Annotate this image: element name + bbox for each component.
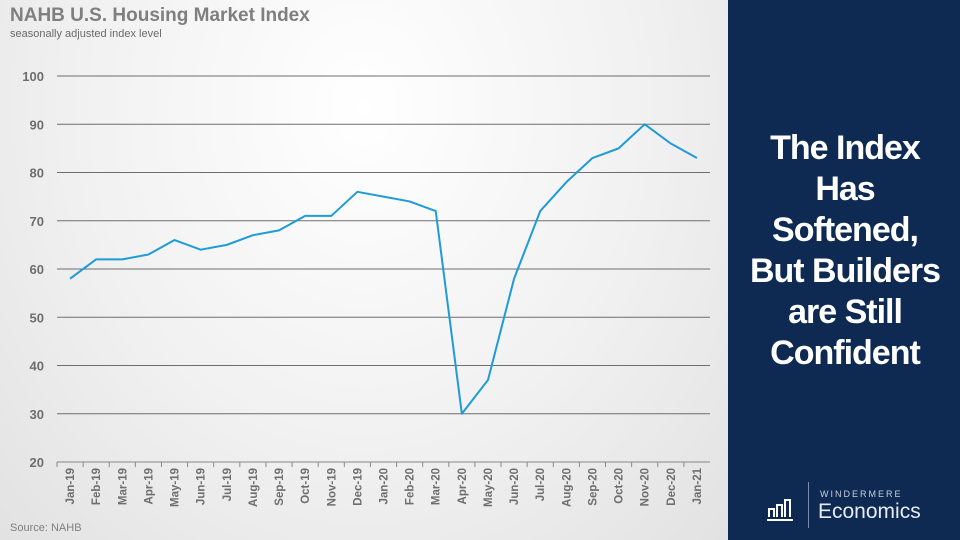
windermere-logo: WINDERMERE Economics — [762, 482, 952, 528]
x-tick-label: Mar-19 — [117, 468, 129, 505]
x-tick-label: Aug-19 — [248, 468, 260, 507]
x-tick-label: Nov-19 — [326, 468, 338, 506]
x-tick-label: Feb-19 — [91, 468, 103, 505]
line-chart: 20 30 40 50 60 70 80 90 100 Jan-19 Feb-19 Mar-19 Apr… — [22, 69, 710, 507]
x-tick-label: Jul-20 — [535, 468, 547, 501]
x-tick-label: Nov-20 — [640, 468, 652, 506]
chart-title: NAHB U.S. Housing Market Index — [10, 5, 310, 26]
chart-subtitle: seasonally adjusted index level — [10, 28, 162, 40]
x-tick-label: Jun-20 — [509, 468, 521, 505]
y-tick-label: 60 — [30, 262, 44, 277]
x-tick-label: Oct-20 — [614, 468, 626, 504]
x-tick-label: Oct-19 — [300, 468, 312, 504]
chart-panel — [0, 0, 728, 540]
x-tick-label: May-20 — [483, 468, 495, 507]
y-tick-label: 100 — [22, 69, 44, 84]
source-note: Source: NAHB — [10, 522, 82, 534]
y-tick-label: 90 — [30, 117, 44, 132]
logo-brand-top: WINDERMERE — [820, 489, 903, 499]
x-tick-label: Apr-20 — [457, 468, 469, 504]
x-tick-label: Dec-20 — [666, 468, 678, 506]
bar-chart-logo-icon — [767, 499, 793, 521]
y-tick-label: 80 — [30, 166, 44, 181]
x-tick-label: Jul-19 — [222, 468, 234, 501]
headline: The Index Has Softened, But Builders are… — [749, 129, 941, 372]
y-tick-label: 40 — [30, 359, 44, 374]
x-tick-label: Sep-19 — [274, 468, 286, 506]
x-tick-label: Feb-20 — [405, 468, 417, 505]
x-tick-label: Mar-20 — [431, 468, 443, 505]
headline-panel — [728, 0, 960, 540]
x-tick-label: May-19 — [170, 468, 182, 507]
x-tick-label: Jan-21 — [692, 467, 704, 504]
y-tick-label: 20 — [30, 455, 44, 470]
logo-brand-bottom: Economics — [818, 500, 921, 523]
x-tick-label: Aug-20 — [561, 468, 573, 507]
logo-divider — [808, 482, 809, 528]
x-tick-label: Jun-19 — [196, 468, 208, 505]
x-tick-label: Sep-20 — [587, 468, 599, 506]
x-tick-label: Jan-19 — [65, 468, 77, 504]
x-tick-label: Dec-19 — [352, 468, 364, 506]
y-tick-label: 30 — [30, 407, 44, 422]
x-tick-label: Apr-19 — [143, 468, 155, 504]
x-tick-label: Jan-20 — [379, 468, 391, 504]
y-tick-label: 50 — [30, 310, 44, 325]
y-tick-label: 70 — [30, 214, 44, 229]
